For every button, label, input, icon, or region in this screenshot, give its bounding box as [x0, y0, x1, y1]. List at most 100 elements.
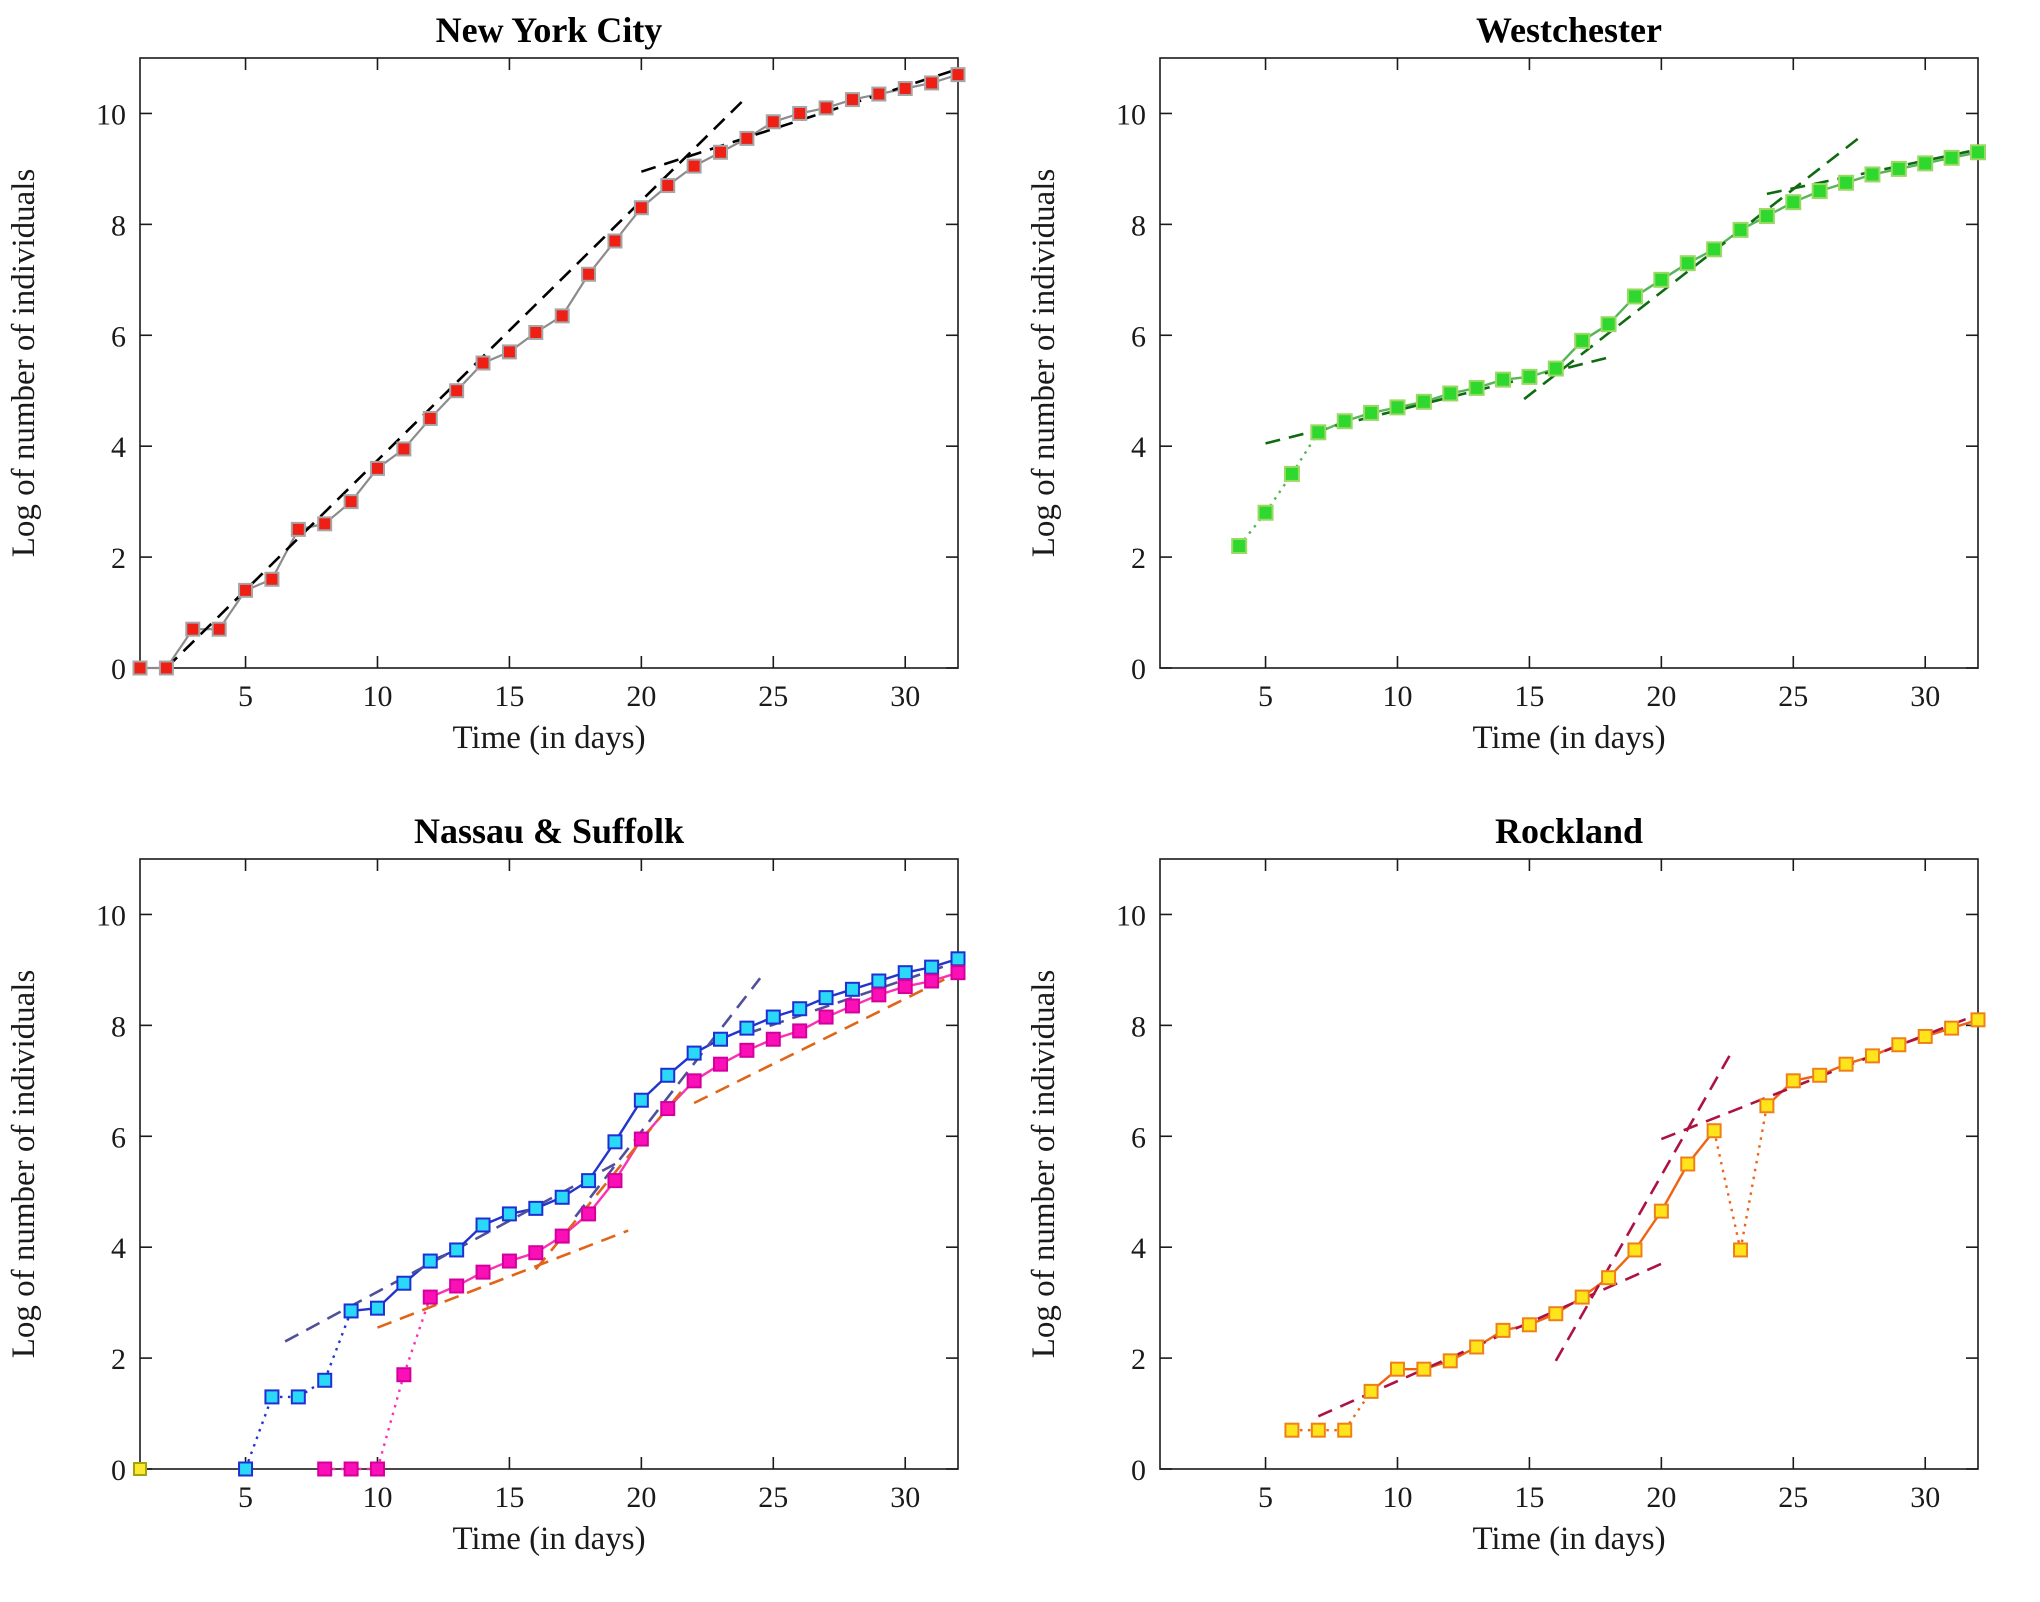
- data-point-suffolk-log-cases: [792, 1023, 808, 1039]
- y-tick-label: 0: [111, 653, 126, 686]
- x-axis-label: Time (in days): [452, 720, 645, 756]
- data-point-suffolk-log-cases: [554, 1228, 570, 1244]
- plot-area: 5 10 15 20 25 30 0 2 4 6 8 10: [1116, 57, 1986, 713]
- x-tick-label: 20: [626, 1481, 656, 1514]
- data-point-westchester-log-cases: [1679, 255, 1696, 272]
- series-line-suffolk-log-cases: [376, 1374, 406, 1470]
- data-point-nyc-log-cases: [317, 516, 333, 532]
- data-point-rockland-log-cases: [1284, 1422, 1300, 1438]
- axis-box: [139, 57, 959, 669]
- data-point-rockland-log-cases: [1864, 1048, 1880, 1064]
- y-tick-label: 0: [1131, 653, 1146, 686]
- x-tick-label: 10: [1382, 1481, 1412, 1514]
- x-tick-label: 30: [890, 680, 920, 713]
- data-point-westchester-log-cases: [1864, 166, 1881, 183]
- y-tick-label: 6: [1131, 320, 1146, 353]
- data-point-nyc-log-cases: [792, 105, 808, 121]
- data-point-nyc-log-cases: [844, 92, 860, 108]
- data-point-nassau-log-cases: [449, 1242, 465, 1258]
- trend-line: [693, 971, 959, 1105]
- chart-canvas-rockland: Rockland Time (in days) Log of number of…: [1026, 811, 1986, 1557]
- data-point-suffolk-log-cases: [475, 1264, 491, 1280]
- trend-line: [1554, 1049, 1734, 1362]
- data-point-nassau-log-cases: [475, 1217, 491, 1233]
- x-tick-label: 15: [494, 1481, 524, 1514]
- chart-canvas-westchester: Westchester Time (in days) Log of number…: [1026, 10, 1986, 756]
- chart-canvas-new-york-city: New York City Time (in days) Log of numb…: [6, 10, 966, 756]
- y-tick-label: 10: [96, 899, 126, 932]
- data-point-nassau-log-cases: [422, 1253, 438, 1269]
- data-point-suffolk-log-cases: [686, 1073, 702, 1089]
- series-line-rockland-log-cases: [1739, 1105, 1769, 1251]
- x-tick-label: 5: [1258, 680, 1273, 713]
- data-point-westchester-log-cases: [1257, 504, 1274, 521]
- trend-line: [165, 95, 748, 669]
- data-point-rockland-log-cases: [1601, 1270, 1617, 1286]
- data-point-nassau-log-cases: [844, 981, 860, 997]
- data-point-westchester-log-cases: [1706, 241, 1723, 258]
- data-point-suffolk-log-cases: [739, 1042, 755, 1058]
- data-point-suffolk-log-cases: [501, 1253, 517, 1269]
- data-point-nassau-log-cases: [897, 965, 913, 981]
- y-axis-label: Log of number of individuals: [1026, 970, 1062, 1359]
- data-point-westchester-log-cases: [1600, 316, 1617, 333]
- data-point-westchester-log-cases: [1943, 149, 1960, 166]
- y-tick-label: 4: [111, 431, 126, 464]
- y-tick-label: 8: [1131, 209, 1146, 242]
- data-point-nyc-log-cases: [396, 441, 412, 457]
- data-point-suffolk-log-cases: [950, 965, 966, 981]
- plot-area: 5 10 15 20 25 30 0 2 4 6 8 10: [1116, 858, 1986, 1514]
- data-point-rockland-log-cases: [1389, 1361, 1405, 1377]
- data-point-suffolk-log-cases: [633, 1131, 649, 1147]
- data-point-nyc-log-cases: [924, 75, 940, 91]
- x-tick-label: 15: [1514, 1481, 1544, 1514]
- data-point-rockland-log-cases: [1416, 1361, 1432, 1377]
- data-point-westchester-log-cases: [1838, 174, 1855, 191]
- data-point-nassau-log-cases: [396, 1275, 412, 1291]
- data-point-westchester-log-cases: [1758, 208, 1775, 225]
- data-point-westchester-log-cases: [1574, 332, 1591, 349]
- data-point-rockland-log-cases: [1812, 1067, 1828, 1083]
- data-point-nassau-log-cases: [792, 1001, 808, 1017]
- x-tick-label: 25: [758, 680, 788, 713]
- data-point-nyc-log-cases: [158, 660, 174, 676]
- axis-box: [139, 858, 959, 1470]
- data-point-nyc-log-cases: [132, 660, 148, 676]
- chart-title: New York City: [436, 10, 663, 50]
- data-point-nyc-log-cases: [686, 158, 702, 174]
- y-tick-label: 4: [1131, 1232, 1146, 1265]
- data-point-rockland-log-cases: [1469, 1339, 1485, 1355]
- data-point-nyc-log-cases: [554, 308, 570, 324]
- data-point-nassau-log-cases: [713, 1031, 729, 1047]
- y-tick-label: 6: [111, 320, 126, 353]
- data-point-westchester-log-cases: [1231, 538, 1248, 554]
- data-point-suffolk-log-cases: [369, 1461, 385, 1477]
- data-point-westchester-log-cases: [1917, 155, 1934, 172]
- data-point-nyc-log-cases: [290, 521, 306, 537]
- x-tick-label: 10: [1382, 680, 1412, 713]
- data-point-rockland-log-cases: [1521, 1317, 1537, 1333]
- data-point-westchester-log-cases: [1890, 160, 1907, 177]
- x-axis-label: Time (in days): [452, 1521, 645, 1557]
- data-point-westchester-log-cases: [1389, 399, 1406, 416]
- data-point-suffolk-log-cases: [422, 1289, 438, 1305]
- data-point-suffolk-log-cases: [818, 1009, 834, 1025]
- y-tick-label: 10: [1116, 98, 1146, 131]
- data-point-nyc-log-cases: [607, 233, 623, 249]
- data-point-westchester-log-cases: [1415, 393, 1432, 410]
- x-tick-label: 20: [626, 680, 656, 713]
- data-point-nyc-log-cases: [211, 621, 227, 637]
- data-point-westchester-log-cases: [1442, 385, 1459, 402]
- data-point-nassau-log-cases: [739, 1020, 755, 1036]
- data-point-rockland-log-cases: [1891, 1037, 1907, 1053]
- data-point-suffolk-log-cases: [844, 998, 860, 1014]
- x-tick-label: 20: [1646, 680, 1676, 713]
- data-point-suffolk-log-cases: [924, 973, 940, 989]
- data-point-nassau-log-cases: [924, 959, 940, 975]
- chart-canvas-nassau-suffolk: Nassau & Suffolk Time (in days) Log of n…: [6, 811, 966, 1557]
- x-tick-label: 10: [362, 1481, 392, 1514]
- y-tick-label: 8: [1131, 1010, 1146, 1043]
- data-point-westchester-log-cases: [1336, 413, 1353, 430]
- data-point-nassau-log-cases: [607, 1134, 623, 1150]
